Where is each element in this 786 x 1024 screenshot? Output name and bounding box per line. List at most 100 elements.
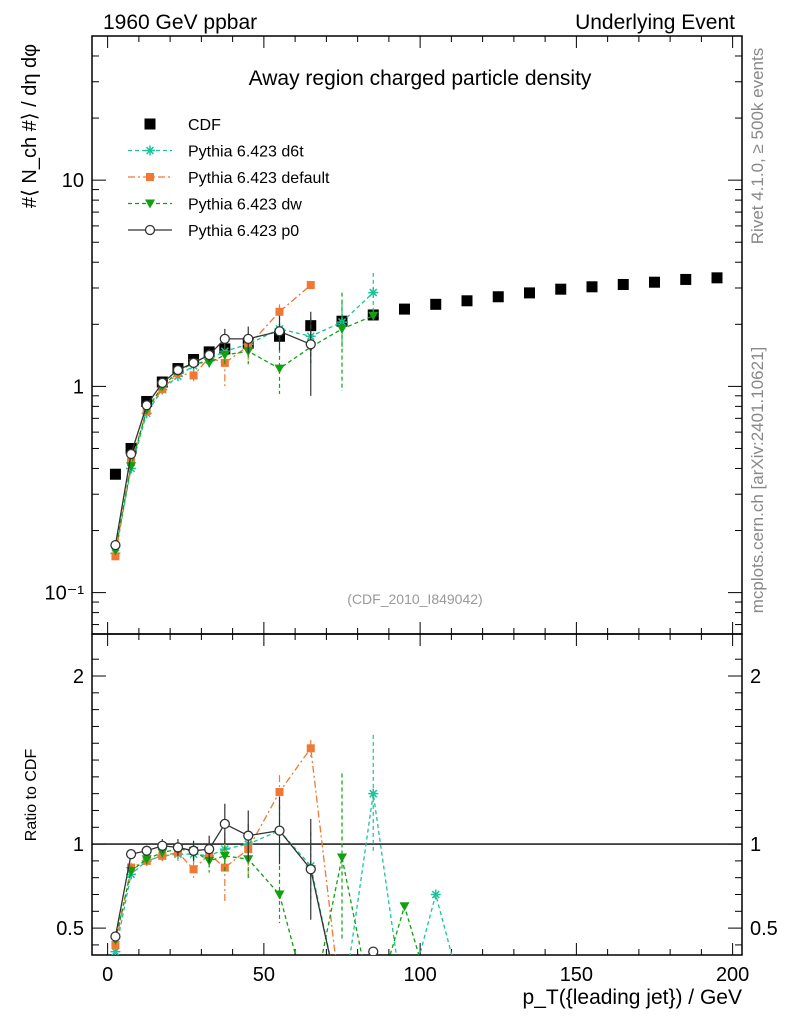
legend-label: CDF — [188, 117, 221, 134]
ratio-point — [337, 853, 347, 863]
ratio-point — [399, 902, 410, 912]
ratio-point — [204, 843, 215, 855]
ratio-point — [110, 931, 121, 942]
ratio-point — [125, 849, 137, 860]
legend: CDF Pythia 6.423 d6t Pythia 6.423 default P… — [128, 117, 330, 240]
ratio-point — [188, 845, 199, 856]
main-ylabel: #⟨ N_ch #⟩ / dη dφ — [19, 44, 41, 208]
ratio-point — [141, 845, 152, 856]
data-point — [399, 303, 410, 315]
legend-marker — [144, 224, 156, 236]
data-point — [680, 273, 692, 285]
data-point — [461, 295, 473, 307]
y-tick-label-right: 2 — [750, 666, 761, 688]
ratio-point — [189, 865, 198, 874]
data-point — [141, 400, 152, 411]
data-point — [243, 333, 254, 345]
legend-label: Pythia 6.423 p0 — [188, 223, 299, 240]
data-point — [274, 326, 285, 337]
y-tick-label: 1 — [73, 834, 84, 856]
x-tick-label: 200 — [716, 964, 749, 986]
main-plot-area — [109, 272, 723, 561]
data-point — [274, 364, 285, 374]
y-tick-label: 10⁻¹ — [45, 583, 85, 605]
y-tick-label: 2 — [73, 666, 84, 688]
ratio-point — [141, 855, 152, 865]
ratio-point — [110, 946, 121, 955]
data-point — [711, 272, 723, 284]
legend-label: Pythia 6.423 d6t — [188, 144, 304, 161]
main-panel: 10⁻¹ 1 10 — [45, 35, 743, 635]
data-point — [204, 349, 215, 361]
main-title: Away region charged particle density — [249, 67, 592, 90]
legend-label: Pythia 6.423 default — [188, 170, 330, 187]
header-right: Underlying Event — [575, 11, 735, 34]
data-point — [111, 552, 120, 561]
legend-marker — [145, 145, 155, 156]
data-point — [305, 339, 316, 350]
y-tick-label: 10 — [62, 170, 84, 192]
data-point — [306, 281, 315, 290]
ratio-ylabel: Ratio to CDF — [23, 749, 40, 842]
data-point — [188, 357, 199, 369]
data-point — [157, 377, 168, 389]
data-point — [219, 350, 230, 360]
ratio-point — [111, 940, 120, 949]
legend-marker — [146, 173, 154, 181]
mcplots-label: mcplots.cern.ch [arXiv:2401.10621] — [748, 347, 767, 613]
legend-marker — [145, 199, 155, 209]
data-point — [617, 278, 629, 290]
main-watermark: (CDF_2010_I849042) — [347, 591, 482, 607]
y-tick-label: 1 — [73, 376, 84, 398]
ratio-point — [243, 830, 254, 841]
ratio-point — [274, 890, 285, 900]
y-tick-label-right: 0.5 — [750, 918, 778, 940]
rivet-label: Rivet 4.1.0, ≥ 500k events — [748, 48, 767, 244]
x-tick-label: 150 — [560, 964, 593, 986]
legend-label: Pythia 6.423 dw — [188, 197, 302, 214]
series-line — [114, 292, 374, 554]
ratio-point — [306, 744, 315, 753]
ratio-point — [172, 842, 184, 853]
x-tick-label: 100 — [403, 964, 436, 986]
data-point — [189, 371, 198, 380]
ratio-point — [157, 840, 168, 851]
ratio-frame — [91, 633, 743, 956]
data-point — [125, 442, 137, 454]
y-tick-label: 0.5 — [56, 918, 84, 940]
legend-marker — [144, 118, 156, 130]
data-point — [275, 307, 284, 316]
header-left: 1960 GeV ppbar — [103, 11, 257, 34]
ratio-xlabel: p_T({leading jet}) / GeV — [523, 986, 742, 1009]
series-pythia-6-423-p0 — [110, 311, 316, 551]
series-line — [114, 315, 374, 551]
data-point — [125, 448, 137, 460]
ratio-series-pythia-6-423-default — [111, 739, 336, 955]
data-point — [586, 281, 598, 293]
data-point — [430, 298, 442, 310]
ratio-line — [114, 848, 420, 955]
data-point — [524, 287, 535, 299]
data-point — [337, 324, 347, 334]
ratio-line — [114, 793, 453, 955]
ratio-point — [219, 818, 230, 830]
ratio-point — [368, 788, 379, 799]
data-point — [109, 468, 121, 480]
data-point — [555, 283, 567, 295]
series-line — [114, 330, 311, 546]
ratio-plot-area — [110, 734, 453, 955]
data-point — [368, 287, 379, 298]
ratio-point — [430, 889, 441, 900]
y-tick-label-right: 1 — [750, 834, 761, 856]
ratio-panel: 0 50 100 150 200 0.5 0.5 1 1 2 2 — [56, 633, 778, 986]
ratio-point — [219, 851, 230, 861]
ratio-point — [305, 864, 316, 875]
series-cdf — [109, 272, 723, 480]
ratio-point — [274, 825, 285, 836]
ratio-series-pythia-6-423-p0 — [110, 797, 379, 955]
data-point — [126, 462, 137, 472]
data-point — [492, 291, 504, 303]
ratio-point — [368, 946, 379, 955]
ratio-point — [275, 787, 284, 796]
